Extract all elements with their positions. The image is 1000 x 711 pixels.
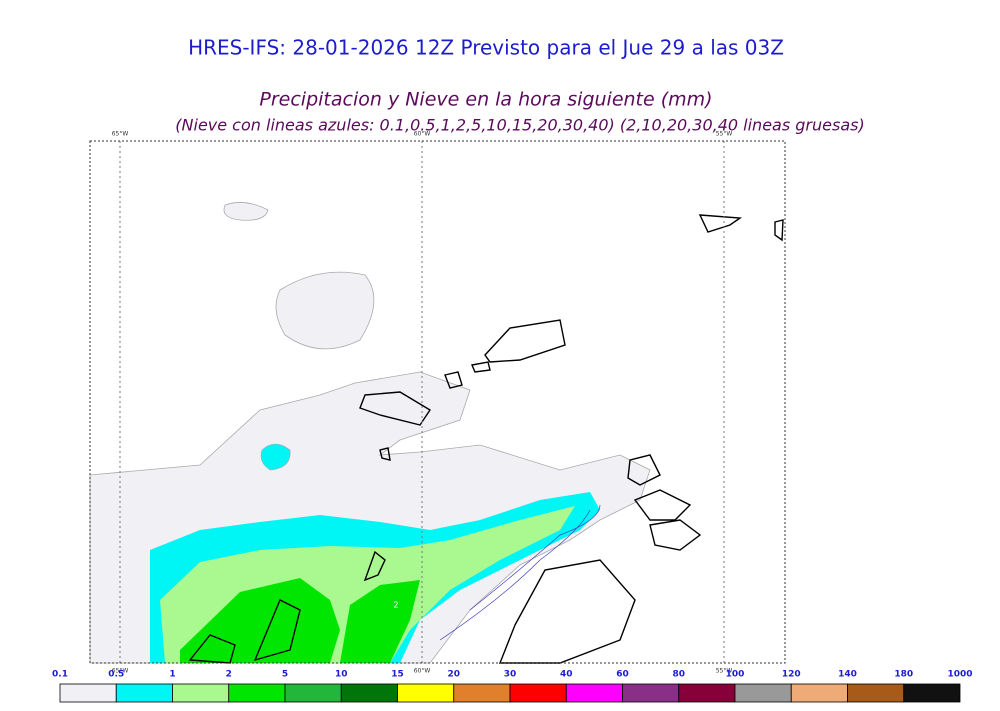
colorbar-box [790, 683, 848, 703]
colorbar-label: 180 [894, 670, 913, 680]
lon-label: 60°W [414, 131, 431, 138]
colorbar-label: 60 [616, 670, 629, 680]
lon-label: 55°W [716, 131, 733, 138]
colorbar-box [847, 683, 905, 703]
precip-area [275, 271, 375, 350]
colorbar-box [565, 683, 623, 703]
colorbar-label: 0.1 [52, 670, 68, 680]
colorbar-box [397, 683, 455, 703]
colorbar-label: 15 [391, 670, 404, 680]
colorbar-label: 1000 [947, 670, 972, 680]
colorbar-box [115, 683, 173, 703]
colorbar-box [903, 683, 961, 703]
colorbar-box [228, 683, 286, 703]
map-frame [89, 140, 786, 664]
colorbar-box [678, 683, 736, 703]
coastline [188, 214, 784, 664]
lon-label: 55°W [716, 668, 733, 675]
colorbar-label: 2 [226, 670, 232, 680]
map: 65°W 60°W 55°W 65°W 60°W 55°W 2 [89, 131, 786, 675]
colorbar-label: 100 [726, 670, 745, 680]
snow-contour [439, 509, 591, 641]
subtitle: Precipitacion y Nieve en la hora siguien… [259, 89, 712, 111]
colorbar-label: 140 [838, 670, 857, 680]
colorbar-label: 120 [782, 670, 801, 680]
colorbar-box [172, 683, 230, 703]
colorbar-label: 20 [447, 670, 460, 680]
lon-label: 65°W [112, 131, 129, 138]
colorbar-box [284, 683, 342, 703]
colorbar-box [453, 683, 511, 703]
colorbar-box [509, 683, 567, 703]
colorbar-label: 5 [282, 670, 288, 680]
colorbar-label: 0.5 [108, 670, 124, 680]
colorbar-box [622, 683, 680, 703]
colorbar-box [734, 683, 792, 703]
colorbar-label: 30 [504, 670, 517, 680]
lon-label: 60°W [414, 668, 431, 675]
lon-label: 65°W [112, 668, 129, 675]
colorbar-label: 1 [169, 670, 175, 680]
contour-label: 2 [393, 601, 398, 610]
colorbar-label: 10 [335, 670, 348, 680]
colorbar-label: 40 [560, 670, 573, 680]
precip-area [260, 443, 291, 471]
snow-contour [469, 504, 601, 611]
note: (Nieve con lineas azules: 0.1,0.5,1,2,5,… [175, 116, 864, 135]
precip-area [180, 578, 340, 663]
colorbar-label: 80 [672, 670, 685, 680]
title: HRES-IFS: 28-01-2026 12Z Previsto para e… [188, 36, 784, 60]
colorbar-box [340, 683, 398, 703]
precip-area [340, 580, 420, 663]
colorbar: 0.1 0.5 1 2 5 10 15 20 30 40 60 80 100 120 140 180 1000 [52, 670, 973, 703]
precip-area [223, 202, 269, 221]
colorbar-box [59, 683, 117, 703]
